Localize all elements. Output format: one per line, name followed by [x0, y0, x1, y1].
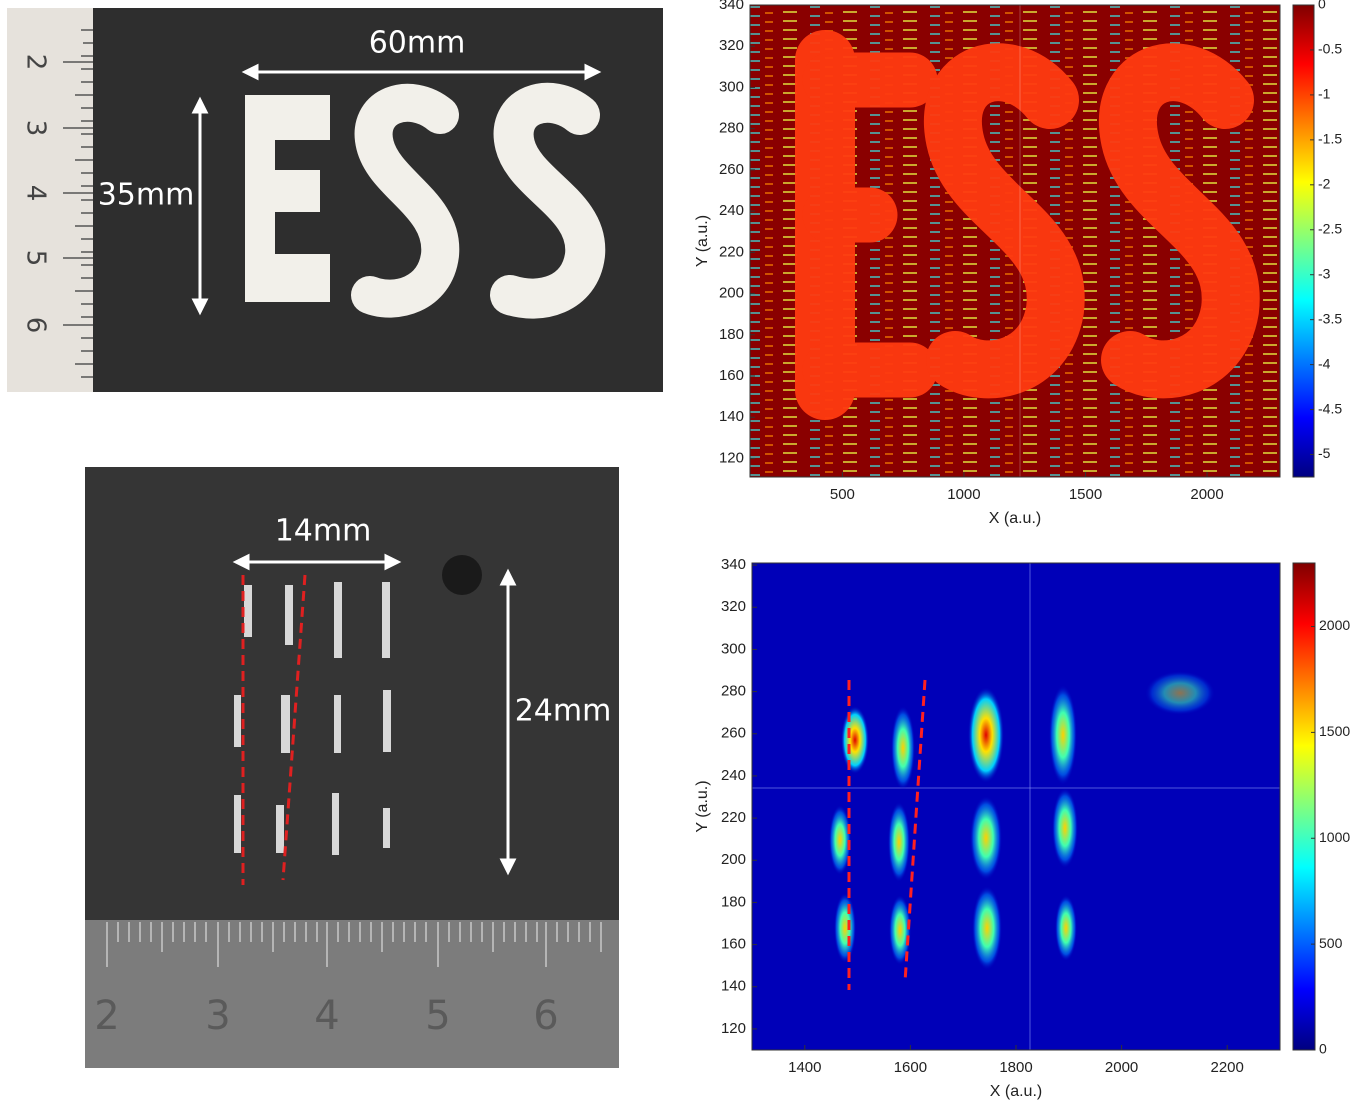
- colorbar-tick-label: -4: [1318, 355, 1331, 371]
- colorbar-tick-label: 2000: [1319, 617, 1350, 633]
- y-tick-label: 180: [721, 893, 746, 910]
- ruler: [85, 920, 619, 1068]
- y-tick-label: 180: [719, 326, 744, 343]
- colorbar-tick-label: -3: [1318, 265, 1331, 281]
- colorbar-tick-label: -2.5: [1318, 220, 1342, 236]
- dimension-label: 14mm: [275, 514, 372, 549]
- x-tick-label: 2000: [1105, 1059, 1138, 1076]
- ruler-label: 5: [425, 993, 450, 1039]
- letter-s: [490, 82, 606, 319]
- hole: [442, 555, 482, 595]
- ruler: [7, 8, 93, 392]
- ruler-label: 2: [21, 54, 51, 71]
- ruler-label: 6: [533, 993, 558, 1039]
- colorbar-tick-label: -4.5: [1318, 400, 1342, 416]
- heatmap-image-bottom: [752, 563, 1280, 1050]
- colorbar-tick-label: -2: [1318, 176, 1331, 192]
- y-tick-label: 220: [721, 809, 746, 826]
- ruler-label: 5: [21, 250, 51, 267]
- colorbar-tick-label: 1000: [1319, 829, 1350, 845]
- x-tick-label: 2200: [1211, 1059, 1244, 1076]
- y-tick-label: 300: [719, 78, 744, 95]
- colorbar-tick-label: -0.5: [1318, 41, 1342, 57]
- dimension-label: 35mm: [98, 178, 195, 213]
- colorbar-tick-label: -1.5: [1318, 131, 1342, 147]
- ruler-label: 3: [205, 993, 230, 1039]
- x-tick-label: 1000: [947, 486, 980, 503]
- letter-e: [245, 95, 330, 302]
- colorbar-tick-label: 500: [1319, 935, 1343, 951]
- heatmap-image-top: [750, 5, 1280, 477]
- slots: [234, 582, 391, 855]
- colorbar-tick-label: 0: [1319, 1041, 1327, 1057]
- y-tick-label: 240: [721, 767, 746, 784]
- x-tick-label: 1600: [894, 1059, 927, 1076]
- y-tick-label: 120: [719, 449, 744, 466]
- y-tick-label: 160: [721, 936, 746, 953]
- colorbar-tick-label: -1: [1318, 86, 1331, 102]
- x-tick-label: 1400: [788, 1059, 821, 1076]
- dimension-arrows: [232, 553, 517, 876]
- dimension-label: 60mm: [369, 26, 466, 61]
- ruler-label: 2: [94, 993, 119, 1039]
- colorbar-tick-label: 0: [1318, 0, 1326, 12]
- y-tick-label: 140: [721, 978, 746, 995]
- y-tick-label: 160: [719, 367, 744, 384]
- y-axis-label: Y (a.u.): [694, 780, 711, 832]
- dimension-label: 24mm: [515, 694, 612, 729]
- y-tick-label: 220: [719, 243, 744, 260]
- ruler-label: 6: [21, 317, 51, 334]
- ruler-ticks: [63, 29, 93, 378]
- y-tick-label: 200: [721, 851, 746, 868]
- dimension-arrows: [191, 63, 602, 316]
- colorbar: [1292, 562, 1316, 1051]
- y-tick-label: 340: [719, 0, 744, 13]
- y-axis-label: Y (a.u.): [694, 215, 711, 267]
- guide-lines: [241, 574, 307, 885]
- colorbar-tick-label: 1500: [1319, 723, 1350, 739]
- x-tick-label: 2000: [1190, 486, 1223, 503]
- y-tick-label: 240: [719, 202, 744, 219]
- colorbar-tick-label: -3.5: [1318, 310, 1342, 326]
- y-tick-label: 120: [721, 1020, 746, 1037]
- colorbar: [1292, 4, 1315, 478]
- photo-top: 60mm 35mm: [7, 8, 663, 392]
- y-tick-label: 340: [721, 556, 746, 573]
- y-tick-label: 280: [719, 120, 744, 137]
- plot-frame: [749, 4, 1281, 478]
- ruler-label: 4: [314, 993, 339, 1039]
- x-tick-label: 1500: [1069, 486, 1102, 503]
- ruler-ticks: [106, 922, 602, 967]
- y-tick-label: 320: [721, 598, 746, 615]
- y-tick-label: 260: [719, 161, 744, 178]
- y-tick-label: 200: [719, 285, 744, 302]
- ruler-label: 4: [21, 185, 51, 202]
- ruler-label: 3: [21, 120, 51, 137]
- colorbar-tick-label: -5: [1318, 445, 1331, 461]
- y-tick-label: 320: [719, 37, 744, 54]
- y-tick-label: 280: [721, 683, 746, 700]
- x-tick-label: 500: [830, 486, 855, 503]
- y-tick-label: 140: [719, 408, 744, 425]
- y-tick-label: 260: [721, 725, 746, 742]
- letter-s: [351, 83, 460, 318]
- y-tick-label: 300: [721, 640, 746, 657]
- x-axis-label: X (a.u.): [989, 510, 1041, 527]
- x-axis-label: X (a.u.): [990, 1083, 1042, 1100]
- photo-bottom: 14mm 24mm: [85, 467, 619, 1068]
- x-tick-label: 1800: [999, 1059, 1032, 1076]
